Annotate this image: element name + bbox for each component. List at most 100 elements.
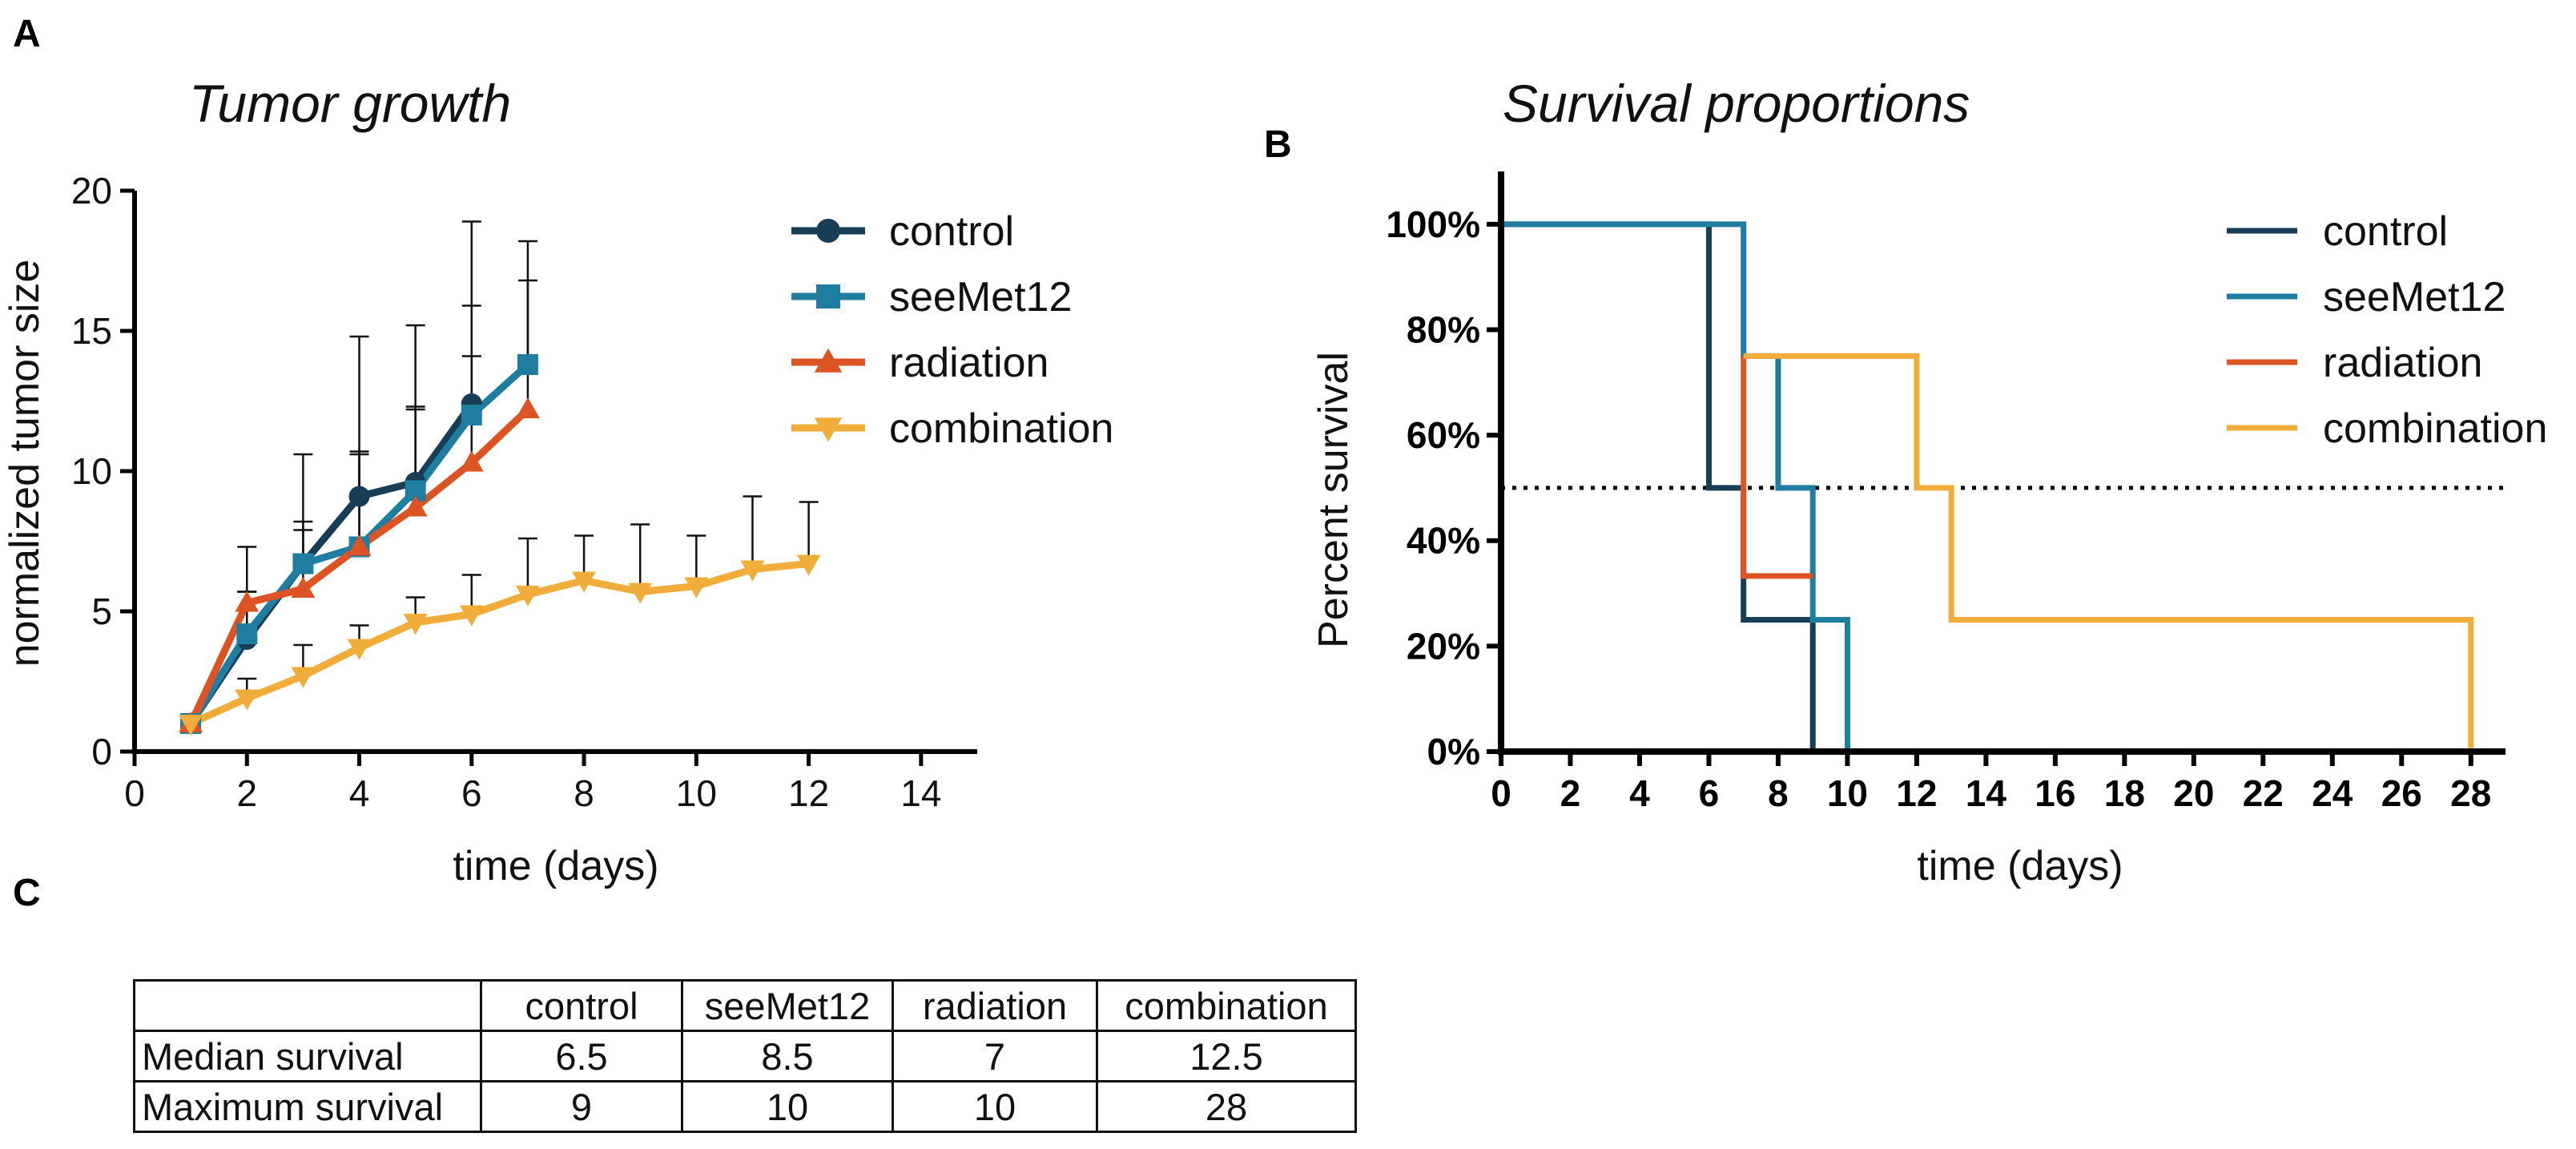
- data-point-radiation: [291, 577, 316, 599]
- tumor-growth-axes: 0 5 10 15 20 0 2 4 6 8 10 12 14: [71, 170, 977, 814]
- table-header-cell: control: [480, 979, 683, 1032]
- table-cell: 10: [892, 1080, 1098, 1133]
- table-row: Median survival 6.5 8.5 7 12.5: [133, 1030, 1357, 1082]
- legend-label-control: control: [889, 208, 1014, 255]
- data-point-radiation: [235, 591, 260, 612]
- legend-marker-seeMet12: [816, 284, 840, 308]
- table-cell: 28: [1096, 1080, 1357, 1133]
- survival-step-radiation: [1741, 356, 1813, 579]
- x-tick-label: 6: [1699, 772, 1720, 814]
- legend-label-combination: combination: [2323, 405, 2547, 452]
- y-tick-label: 15: [71, 310, 112, 352]
- x-tick-label: 22: [2243, 772, 2284, 814]
- legend-marker-control: [816, 219, 840, 243]
- table-header-row: control seeMet12 radiation combination: [133, 979, 1357, 1032]
- data-point-radiation: [403, 495, 428, 517]
- data-point-combination: [628, 583, 653, 604]
- tumor-growth-chart: Tumor growth 0 5 10 15 20 0 2 4 6 8 10 12 14 time (d…: [2, 74, 1113, 889]
- x-tick-label: 4: [349, 772, 370, 814]
- data-point-seeMet12: [461, 405, 482, 425]
- y-tick-label: 20%: [1407, 625, 1480, 667]
- data-point-combination: [235, 689, 260, 711]
- data-point-combination: [179, 714, 203, 736]
- x-tick-label: 28: [2450, 772, 2491, 814]
- table-cell: 12.5: [1096, 1030, 1357, 1082]
- data-point-radiation: [515, 397, 540, 419]
- data-point-combination: [403, 613, 428, 635]
- survival-x-label: time (days): [1917, 843, 2123, 889]
- data-point-radiation: [347, 534, 372, 556]
- table-row-label: Maximum survival: [133, 1080, 482, 1133]
- legend-marker-radiation: [814, 348, 843, 373]
- table-header-cell: radiation: [892, 979, 1098, 1032]
- panel-label-b: B: [1264, 123, 1292, 166]
- data-point-combination: [684, 577, 709, 599]
- legend-label-radiation: radiation: [2323, 340, 2482, 386]
- table-row-label: Median survival: [133, 1030, 482, 1082]
- x-tick-label: 14: [900, 772, 941, 814]
- panel-label-c: C: [13, 872, 41, 914]
- table-row: Maximum survival 9 10 10 28: [133, 1080, 1357, 1133]
- survival-summary-table: control seeMet12 radiation combination M…: [133, 979, 1357, 1133]
- tumor-growth-legend: control seeMet12 radiation combination: [791, 208, 1113, 452]
- tumor-growth-markers: [179, 354, 821, 736]
- x-tick-label: 20: [2173, 772, 2214, 814]
- y-tick-label: 60%: [1407, 414, 1480, 456]
- legend-label-control: control: [2323, 208, 2448, 255]
- table-cell: 10: [681, 1080, 894, 1133]
- tumor-growth-error-bars: [237, 220, 819, 699]
- x-tick-label: 0: [124, 772, 145, 814]
- survival-y-label: Percent survival: [1310, 352, 1357, 648]
- x-tick-label: 14: [1966, 772, 2007, 814]
- x-tick-label: 6: [461, 772, 482, 814]
- survival-step-seeMet12: [1501, 221, 1850, 752]
- tumor-growth-y-label: normalized tumor size: [2, 260, 48, 667]
- data-point-combination: [572, 571, 597, 593]
- x-tick-label: 8: [574, 772, 594, 814]
- legend-label-seeMet12: seeMet12: [889, 274, 1072, 321]
- tumor-growth-x-label: time (days): [453, 843, 658, 889]
- data-point-combination: [347, 639, 372, 660]
- legend-marker-combination: [814, 417, 843, 442]
- survival-step-combination: [1743, 353, 2474, 752]
- y-tick-label: 5: [91, 591, 112, 632]
- survival-axes: 0%20%40%60%80%100%0 2 4 6 8 10 12 14 16 18 20 22 24 2…: [1386, 171, 2506, 814]
- x-tick-label: 2: [236, 772, 257, 814]
- x-tick-label: 2: [1560, 772, 1581, 814]
- x-tick-label: 12: [788, 772, 829, 814]
- table-header-cell: combination: [1096, 979, 1357, 1032]
- x-tick-label: 16: [2035, 772, 2075, 814]
- x-tick-label: 12: [1896, 772, 1937, 814]
- table-cell: 6.5: [480, 1030, 683, 1082]
- series-line-combination: [189, 560, 810, 728]
- table-cell: 9: [480, 1080, 683, 1133]
- survival-series: [1501, 221, 2474, 752]
- data-point-combination: [291, 667, 316, 688]
- x-tick-label: 26: [2381, 772, 2422, 814]
- y-tick-label: 40%: [1407, 520, 1480, 562]
- y-tick-label: 80%: [1407, 308, 1480, 350]
- x-tick-label: 10: [1827, 772, 1868, 814]
- y-tick-label: 0: [91, 731, 112, 772]
- data-point-control: [348, 486, 370, 507]
- x-tick-label: 18: [2104, 772, 2145, 814]
- data-point-combination: [515, 585, 540, 607]
- table-header-cell: seeMet12: [681, 979, 894, 1032]
- y-tick-label: 10: [71, 450, 112, 492]
- x-tick-label: 4: [1629, 772, 1650, 814]
- data-point-combination: [796, 554, 821, 576]
- legend-label-combination: combination: [889, 405, 1113, 452]
- data-point-seeMet12: [292, 553, 314, 574]
- y-tick-label: 20: [71, 170, 112, 212]
- survival-title: Survival proportions: [1503, 74, 1970, 133]
- survival-chart: Survival proportions 0% 20% 40% 60% 80% 100% 0…: [1310, 74, 2547, 889]
- table-cell: 7: [892, 1030, 1098, 1082]
- survival-legend: control seeMet12 radiation combination: [2227, 208, 2547, 452]
- data-point-radiation: [459, 450, 484, 472]
- y-tick-label: 100%: [1386, 204, 1480, 245]
- data-point-combination: [459, 605, 484, 627]
- table-header-cell: [133, 979, 482, 1032]
- x-tick-label: 10: [676, 772, 717, 814]
- data-point-seeMet12: [236, 623, 258, 644]
